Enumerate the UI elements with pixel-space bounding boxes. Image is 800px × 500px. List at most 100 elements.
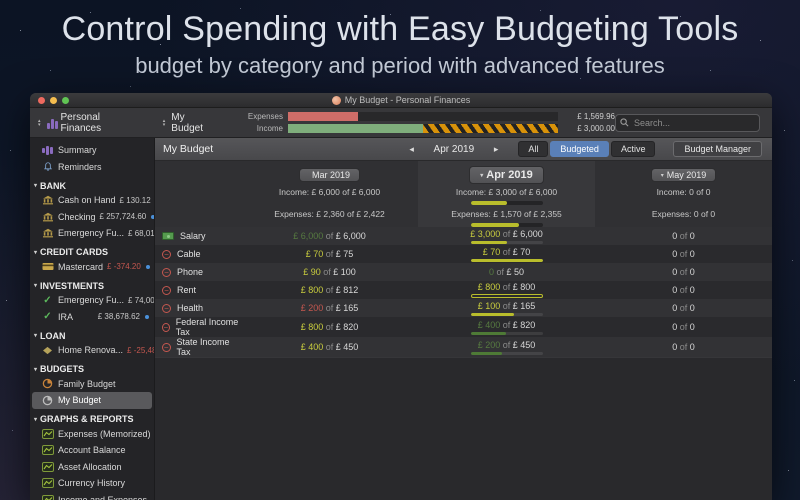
- pie-chart-icon: [41, 378, 54, 389]
- sidebar-item-home-renovation[interactable]: Home Renova... £ -25,487.82: [32, 342, 154, 359]
- account-balance: £ 68,017.91: [128, 228, 155, 238]
- income-summary: Income: 0 of 0: [656, 187, 711, 197]
- search-input[interactable]: [615, 113, 760, 132]
- coins-icon: [46, 117, 58, 129]
- main-toolbar: ▴ ▾ Personal Finances ▴ ▾ My Budget Expens…: [30, 108, 772, 138]
- loan-icon: [41, 346, 54, 355]
- app-icon: [331, 95, 341, 105]
- window-title: My Budget - Personal Finances: [331, 95, 470, 105]
- section-header-bank[interactable]: ▾ BANK: [34, 180, 67, 191]
- minimize-button[interactable]: [50, 97, 57, 104]
- section-header-loan[interactable]: ▾ LOAN: [34, 330, 66, 341]
- sidebar-item-ira[interactable]: ✓ IRA £ 38,678.62: [32, 309, 152, 326]
- chevron-down-icon: ▾: [660, 172, 664, 179]
- sidebar-item-emergency-fund-bank[interactable]: Emergency Fu... £ 68,017.91: [32, 225, 155, 242]
- month-button-mar[interactable]: Mar 2019: [298, 168, 361, 182]
- expense-minus-icon: −: [162, 285, 171, 295]
- budget-manager-button[interactable]: Budget Manager: [673, 141, 762, 157]
- close-button[interactable]: [38, 97, 45, 104]
- checkmark-icon: ✓: [43, 294, 52, 306]
- sidebar: Summary Reminders ▾ BANK Cash on Hand £ …: [30, 138, 155, 500]
- pie-chart-icon: [41, 395, 54, 406]
- income-summary: Income: £ 6,000 of £ 6,000: [278, 187, 381, 197]
- expenses-progress-bar: [288, 112, 558, 121]
- file-selector[interactable]: ▴ ▾ Personal Finances: [38, 111, 102, 134]
- account-balance: £ -25,487.82: [127, 345, 154, 355]
- section-header-investments[interactable]: ▾ INVESTMENTS: [34, 280, 105, 291]
- table-row-federal-income-tax[interactable]: − Federal Income Tax £ 800 of £ 820 £ 400…: [155, 317, 772, 337]
- empty-table-area: [155, 357, 772, 500]
- account-balance: £ 38,678.62: [97, 312, 140, 322]
- banknote-icon: [162, 232, 174, 240]
- sidebar-item-cash-on-hand[interactable]: Cash on Hand £ 130.12: [32, 192, 152, 209]
- month-button-may[interactable]: ▾ May 2019: [650, 168, 717, 182]
- budget-table: Salary £ 6,000 of £ 6,000 £ 3,000 of £ 6…: [155, 227, 772, 357]
- zoom-button[interactable]: [62, 97, 69, 104]
- checkmark-icon: ✓: [43, 311, 52, 323]
- sidebar-item-reminders[interactable]: Reminders: [32, 159, 152, 176]
- disclosure-triangle-icon: ▾: [34, 183, 38, 189]
- account-balance: £ 257,724.60: [99, 212, 147, 222]
- section-header-graphs-reports[interactable]: ▾ GRAPHS & REPORTS: [34, 414, 134, 424]
- sidebar-item-mastercard[interactable]: Mastercard £ -374.20: [32, 259, 152, 276]
- line-chart-icon: [41, 428, 54, 439]
- sidebar-item-family-budget[interactable]: Family Budget: [32, 376, 152, 393]
- expenses-progress-bar: [470, 222, 543, 227]
- income-progress-bar: [470, 200, 543, 205]
- sidebar-item-my-budget[interactable]: My Budget: [32, 392, 152, 409]
- filter-segments: All Budgeted Active: [518, 141, 656, 157]
- table-row-phone[interactable]: − Phone £ 90 of £ 100 0 of £ 50 0 of 0: [155, 263, 772, 281]
- hero-title: Control Spending with Easy Budgeting Too…: [61, 10, 739, 48]
- expenses-summary: Expenses: 0 of 0: [651, 209, 716, 219]
- disclosure-triangle-icon: ▾: [34, 366, 38, 373]
- disclosure-triangle-icon: ▾: [34, 333, 38, 339]
- traffic-lights: [38, 97, 69, 104]
- sidebar-item-currency-history[interactable]: Currency History: [32, 475, 152, 492]
- chevron-down-icon: ▾: [480, 172, 484, 179]
- next-month-button[interactable]: ▸: [490, 144, 503, 155]
- bank-icon: [41, 228, 54, 238]
- sidebar-item-account-balance[interactable]: Account Balance: [32, 442, 152, 459]
- sidebar-item-checking[interactable]: Checking £ 257,724.60: [32, 209, 154, 226]
- filter-bar: My Budget ◂ Apr 2019 ▸ All Budgeted Acti…: [155, 138, 772, 161]
- table-row-state-income-tax[interactable]: − State Income Tax £ 400 of £ 450 £ 200 o…: [155, 337, 772, 357]
- prev-month-button[interactable]: ◂: [405, 144, 418, 155]
- category-progress-bar: [470, 312, 543, 316]
- section-header-credit-cards[interactable]: ▾ CREDIT CARDS: [34, 247, 109, 257]
- credit-card-icon: [41, 262, 54, 271]
- table-row-salary[interactable]: Salary £ 6,000 of £ 6,000 £ 3,000 of £ 6…: [155, 227, 772, 245]
- income-progress-bar: [288, 124, 558, 133]
- sidebar-item-summary[interactable]: Summary: [32, 142, 152, 159]
- bank-icon: [41, 195, 54, 205]
- segment-all[interactable]: All: [518, 141, 549, 157]
- section-header-budgets[interactable]: ▾ BUDGETS: [34, 364, 85, 374]
- table-row-rent[interactable]: − Rent £ 800 of £ 812 £ 800 of £ 800 0 of…: [155, 281, 772, 299]
- account-balance: £ 130.12: [119, 195, 151, 205]
- account-balance: £ 74,000.00: [128, 295, 155, 305]
- category-progress-bar: [470, 294, 543, 298]
- segment-active[interactable]: Active: [610, 141, 656, 157]
- current-period-label: Apr 2019: [433, 143, 475, 155]
- budget-selector[interactable]: ▴ ▾ My Budget: [162, 111, 203, 134]
- month-column-mar: Mar 2019 Income: £ 6,000 of £ 6,000 Expe…: [241, 161, 418, 228]
- line-chart-icon: [41, 461, 54, 472]
- segment-budgeted[interactable]: Budgeted: [550, 141, 609, 157]
- sidebar-item-expenses-memorized[interactable]: Expenses (Memorized): [32, 426, 152, 443]
- table-row-health[interactable]: − Health £ 200 of £ 165 £ 100 of £ 165 0 …: [155, 299, 772, 317]
- status-dot: [151, 214, 154, 219]
- expenses-bar-label: Expenses: [247, 112, 283, 121]
- month-button-apr[interactable]: ▾ Apr 2019: [469, 166, 544, 184]
- summary-icon: [41, 145, 54, 155]
- expense-minus-icon: −: [162, 249, 171, 259]
- line-chart-icon: [41, 494, 54, 500]
- disclosure-triangle-icon: ▾: [34, 283, 38, 289]
- sidebar-item-income-and-expenses[interactable]: Income and Expenses: [32, 492, 152, 500]
- overview-bars: Expenses £ 1,569.96 Income £ 3,000.00: [241, 112, 615, 133]
- titlebar: My Budget - Personal Finances: [30, 93, 772, 108]
- sidebar-item-asset-allocation[interactable]: Asset Allocation: [32, 459, 152, 476]
- main-content: My Budget ◂ Apr 2019 ▸ All Budgeted Acti…: [155, 138, 772, 500]
- table-row-cable[interactable]: − Cable £ 70 of £ 75 £ 70 of £ 70 0 of 0: [155, 245, 772, 263]
- income-summary: Income: £ 3,000 of £ 6,000: [455, 187, 558, 197]
- sidebar-item-emergency-fund-investment[interactable]: ✓ Emergency Fu... £ 74,000.00: [32, 292, 155, 309]
- month-column-apr: ▾ Apr 2019 Income: £ 3,000 of £ 6,000 Exp…: [418, 161, 595, 228]
